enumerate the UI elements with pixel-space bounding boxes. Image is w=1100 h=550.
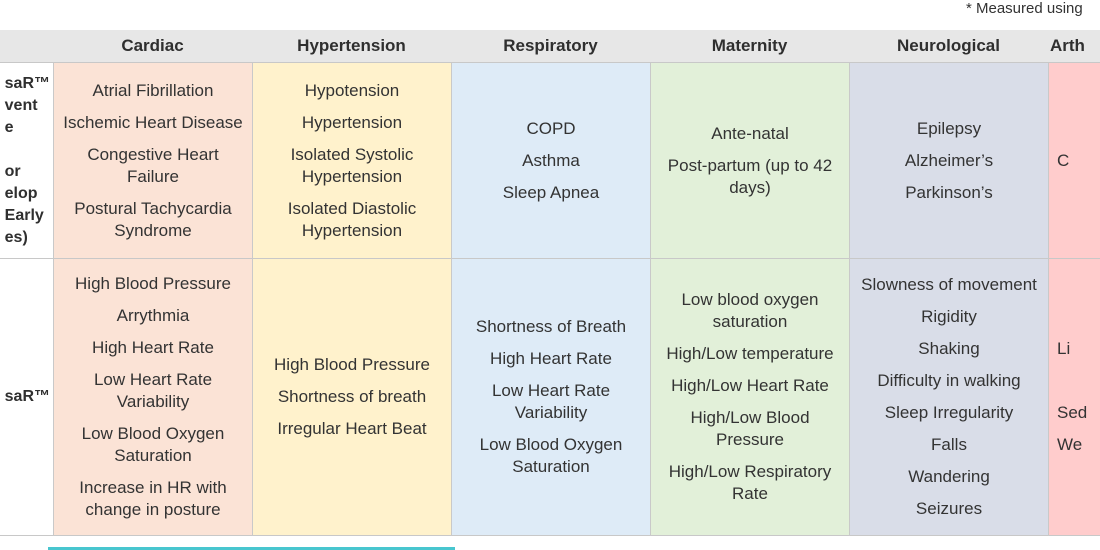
condition-item: Li [1057, 339, 1071, 358]
condition-item: Arrythmia [116, 306, 190, 325]
condition-item: High Heart Rate [92, 338, 214, 357]
row1-label: saR™ vent e or elop Early es) [0, 63, 53, 259]
condition-item: High/Low Heart Rate [671, 376, 829, 395]
condition-item: Shaking [918, 339, 980, 358]
row1-arthritis-cell: C [1048, 63, 1100, 259]
row2-arthritis-cell: Li Sed We [1048, 259, 1100, 536]
row2-respiratory-cell: Shortness of Breath High Heart Rate Low He… [451, 259, 650, 536]
condition-item: Congestive Heart Failure [87, 144, 219, 186]
condition-item: Sleep Irregularity [884, 403, 1014, 422]
conditions-table: Cardiac Hypertension Respiratory Materni… [0, 30, 1100, 536]
row2-hypertension-cell: High Blood Pressure Shortness of breath Ir… [252, 259, 451, 536]
footnote: * Measured using [966, 0, 1083, 17]
condition-item: Rigidity [921, 307, 977, 326]
row2-label: saR™ [0, 259, 53, 536]
row-label-line: es) [4, 228, 28, 246]
condition-item: Epilepsy [916, 118, 982, 138]
row-label-line: elop [4, 184, 38, 202]
condition-item: High/Low Respiratory Rate [668, 462, 832, 503]
row-label-line [5, 139, 50, 161]
condition-item: Alzheimer’s [904, 150, 994, 170]
accent-line [48, 547, 455, 550]
header-arthritis: Arth [1048, 30, 1100, 63]
header-hypertension: Hypertension [252, 30, 451, 63]
condition-item: High Blood Pressure [75, 274, 231, 293]
condition-item: Slowness of movement [861, 275, 1037, 294]
row2-cardiac-cell: High Blood Pressure Arrythmia High Heart R… [53, 259, 252, 536]
condition-item: Hypertension [301, 112, 403, 132]
condition-item: Parkinson’s [905, 182, 993, 202]
condition-item: Isolated Systolic Hypertension [290, 144, 414, 186]
condition-item: High Blood Pressure [274, 355, 430, 374]
header-respiratory: Respiratory [451, 30, 650, 63]
condition-item: Irregular Heart Beat [277, 419, 427, 438]
condition-item: Low Heart Rate Variability [491, 381, 611, 422]
row-label-line: saR™ [4, 388, 50, 405]
row-label-line: saR™ [4, 74, 50, 92]
condition-item: Shortness of breath [277, 387, 427, 406]
header-row-label [0, 30, 53, 63]
row1-cardiac-cell: Atrial Fibrillation Ischemic Heart Diseas… [53, 63, 252, 259]
condition-item: Post-partum (up to 42 days) [667, 155, 833, 197]
condition-item: High Heart Rate [490, 349, 612, 368]
row-label-line: Early [4, 206, 44, 224]
condition-item: Sleep Apnea [502, 182, 600, 202]
condition-item: Low Blood Oxygen Saturation [81, 424, 225, 465]
condition-item: Postural Tachycardia Syndrome [74, 198, 232, 240]
condition-item: Ante-natal [711, 123, 789, 143]
header-maternity: Maternity [650, 30, 849, 63]
row2-neurological-cell: Slowness of movement Rigidity Shaking Diffi… [849, 259, 1048, 536]
condition-item: Low Heart Rate Variability [93, 370, 213, 411]
condition-item: High/Low temperature [666, 344, 834, 363]
row-label-line: or [4, 162, 21, 180]
row1-neurological-cell: Epilepsy Alzheimer’s Parkinson’s [849, 63, 1048, 259]
condition-item: Hypotension [304, 80, 400, 100]
condition-item: C [1057, 150, 1070, 170]
condition-item: COPD [526, 118, 576, 138]
header-neurological: Neurological [849, 30, 1048, 63]
row-label-line: vent [4, 96, 38, 114]
condition-item: Low blood oxygen saturation [681, 290, 819, 331]
condition-item: Wandering [908, 467, 990, 486]
condition-item [1057, 370, 1087, 392]
row-label-line: e [4, 118, 14, 136]
condition-item: We [1057, 435, 1083, 454]
condition-item: Sed [1057, 403, 1088, 422]
condition-item: Seizures [915, 499, 983, 518]
row1-hypertension-cell: Hypotension Hypertension Isolated Systolic… [252, 63, 451, 259]
condition-item: Low Blood Oxygen Saturation [479, 435, 623, 476]
row1-respiratory-cell: COPD Asthma Sleep Apnea [451, 63, 650, 259]
condition-item: Increase in HR with change in posture [79, 478, 227, 519]
condition-item: Difficulty in walking [877, 371, 1021, 390]
header-cardiac: Cardiac [53, 30, 252, 63]
condition-item: Atrial Fibrillation [92, 80, 214, 100]
condition-item: Falls [931, 435, 967, 454]
condition-item: Ischemic Heart Disease [63, 112, 243, 132]
condition-item: Asthma [522, 150, 580, 170]
row1-maternity-cell: Ante-natal Post-partum (up to 42 days) [650, 63, 849, 259]
condition-item: High/Low Blood Pressure [690, 408, 810, 449]
condition-item: Shortness of Breath [475, 317, 627, 336]
row2-maternity-cell: Low blood oxygen saturation High/Low temp… [650, 259, 849, 536]
condition-item: Isolated Diastolic Hypertension [287, 198, 417, 240]
